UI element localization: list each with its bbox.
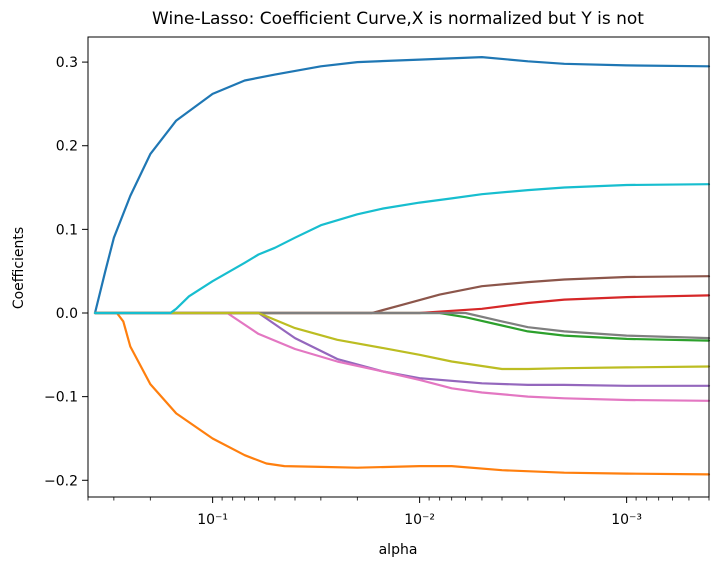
y-axis-ticks: 0.3 0.2 0.1 0.0 −0.1 −0.2 [44,55,88,489]
series-line-10 [93,183,711,315]
series-line-3 [93,311,711,342]
y-tick-label: −0.1 [44,390,78,406]
series-line-9 [93,311,711,371]
y-tick-label: 0.3 [56,55,78,71]
y-tick-label: 0.2 [56,139,78,155]
plot-frame [87,36,710,498]
series-line-6 [93,275,711,315]
x-tick-label: 10⁻¹ [197,512,228,528]
series-line-1 [93,55,711,315]
y-tick-label: −0.2 [44,473,78,489]
x-axis-ticks: 10⁻¹ 10⁻² 10⁻³ [87,497,710,528]
y-tick-label: 0.0 [56,306,78,322]
series-line-8 [93,311,711,340]
y-axis-label: Coefficients [11,227,27,309]
series-line-7 [93,311,711,402]
series-line-2 [93,311,711,476]
x-tick-label: 10⁻² [404,512,435,528]
x-tick-label: 10⁻³ [611,512,642,528]
series-line-5 [93,311,711,387]
x-axis-label: alpha [379,542,418,558]
chart-title: Wine-Lasso: Coefficient Curve,X is norma… [152,9,644,29]
y-tick-label: 0.1 [56,222,78,238]
plot-lines [93,55,711,476]
